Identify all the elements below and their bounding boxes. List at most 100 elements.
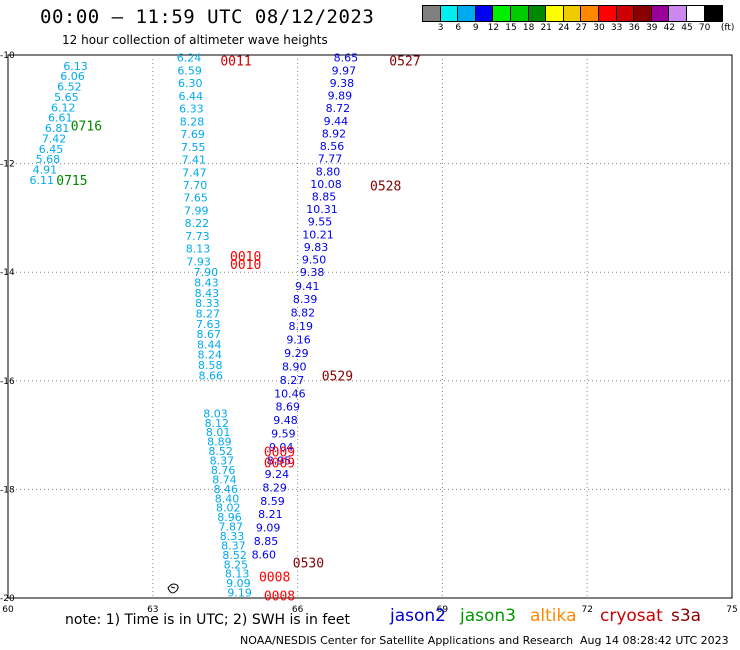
swh-value: 7.70 xyxy=(183,179,208,192)
swh-value: 9.50 xyxy=(302,254,327,267)
swh-value: 7.41 xyxy=(182,154,207,167)
swh-value: 8.27 xyxy=(196,307,221,320)
swh-value: 9.24 xyxy=(265,468,290,481)
swh-value: 9.09 xyxy=(226,577,251,590)
x-tick-label: 69 xyxy=(437,605,449,615)
swh-value: 6.81 xyxy=(45,122,70,135)
swh-value: 8.74 xyxy=(212,473,237,486)
swh-value: 8.12 xyxy=(205,417,230,430)
swh-value: 8.80 xyxy=(316,165,341,178)
time-label: 0010 xyxy=(230,250,261,265)
swh-value: 7.77 xyxy=(318,153,343,166)
satellite-name-cryosat: cryosat xyxy=(600,606,663,626)
colorbar-label: 39 xyxy=(646,23,658,33)
swh-value: 8.40 xyxy=(215,492,240,505)
swh-value: 8.96 xyxy=(217,511,242,524)
swh-value: 7.65 xyxy=(183,192,208,205)
swh-value: 8.52 xyxy=(222,549,247,562)
colorbar-label: 15 xyxy=(505,23,517,33)
swh-value: 9.44 xyxy=(324,115,349,128)
swh-value: 9.38 xyxy=(330,77,355,90)
island-shape xyxy=(167,583,179,594)
swh-value: 9.16 xyxy=(286,334,311,347)
swh-value: 8.60 xyxy=(252,549,277,562)
swh-value: 7.87 xyxy=(219,521,244,534)
y-tick-label: -14 xyxy=(0,268,15,278)
colorbar-unit: (ft) xyxy=(720,23,735,33)
colorbar-label: 3 xyxy=(437,23,444,33)
swh-value: 9.19 xyxy=(227,587,252,600)
y-tick-label: -10 xyxy=(0,51,15,61)
time-label: 0011 xyxy=(220,54,251,69)
time-label: 0008 xyxy=(264,589,295,604)
swh-value: 5.65 xyxy=(54,91,79,104)
colorbar-label: 33 xyxy=(610,23,623,33)
swh-value: 9.59 xyxy=(271,428,296,441)
swh-value: 8.92 xyxy=(322,127,347,140)
swh-value: 8.13 xyxy=(225,568,250,581)
swh-value: 9.04 xyxy=(269,441,294,454)
swh-value: 9.83 xyxy=(304,241,329,254)
footer-note: note: 1) Time is in UTC; 2) SWH is in fe… xyxy=(65,612,351,628)
colorbar-label: 70 xyxy=(698,23,711,33)
swh-value: 9.55 xyxy=(308,216,333,229)
swh-value: 8.85 xyxy=(254,535,279,548)
swh-value: 8.85 xyxy=(312,190,337,203)
time-label: 0529 xyxy=(322,369,353,384)
swh-value: 8.02 xyxy=(216,502,241,515)
time-label: 0009 xyxy=(264,456,295,471)
satellite-name-s3a: s3a xyxy=(671,606,702,626)
swh-value: 8.37 xyxy=(210,455,235,468)
swh-value: 9.97 xyxy=(332,64,357,77)
swh-value: 6.33 xyxy=(179,103,204,116)
swh-value: 10.08 xyxy=(310,178,342,191)
page-title: 00:00 – 11:59 UTC 08/12/2023 xyxy=(40,6,375,28)
swh-value: 9.48 xyxy=(273,414,298,427)
swh-value: 6.52 xyxy=(57,81,82,94)
swh-value: 8.19 xyxy=(288,320,313,333)
swh-value: 7.99 xyxy=(184,204,209,217)
y-tick-label: -18 xyxy=(0,485,15,495)
swh-value: 8.03 xyxy=(203,407,228,420)
swh-value: 6.24 xyxy=(177,52,202,65)
swh-value: 8.29 xyxy=(262,481,287,494)
colorbar-label: 45 xyxy=(681,23,693,33)
colorbar-label: 6 xyxy=(455,23,462,33)
swh-value: 6.30 xyxy=(178,77,203,90)
swh-value: 7.73 xyxy=(185,230,210,243)
footer-credit: NOAA/NESDIS Center for Satellite Applica… xyxy=(240,634,574,647)
colorbar-label: 21 xyxy=(540,23,552,33)
colorbar-label: 12 xyxy=(487,23,500,33)
swh-value: 8.52 xyxy=(208,445,233,458)
swh-value: 8.22 xyxy=(185,217,210,230)
swh-value: 8.72 xyxy=(326,102,351,115)
time-label: 0528 xyxy=(370,179,401,194)
x-tick-label: 66 xyxy=(292,605,304,615)
page-subtitle: 12 hour collection of altimeter wave hei… xyxy=(62,33,328,47)
colorbar-label: 42 xyxy=(663,23,676,33)
swh-value: 7.63 xyxy=(196,318,221,331)
swh-value: 9.38 xyxy=(300,266,325,279)
time-label: 0527 xyxy=(389,54,420,69)
colorbar-label: 18 xyxy=(522,23,535,33)
swh-value: 8.28 xyxy=(180,115,205,128)
swh-value: 8.46 xyxy=(213,483,238,496)
swh-value: 7.69 xyxy=(180,128,205,141)
swh-value: 8.43 xyxy=(195,287,220,300)
time-label: 0008 xyxy=(259,570,290,585)
swh-value: 7.55 xyxy=(181,141,206,154)
swh-value: 8.37 xyxy=(221,539,246,552)
swh-value: 8.33 xyxy=(220,530,245,543)
time-label: 0716 xyxy=(71,120,102,135)
swh-value: 8.65 xyxy=(334,52,359,65)
colorbar-swatch xyxy=(703,5,723,22)
swh-value: 8.33 xyxy=(195,297,220,310)
swh-value: 7.93 xyxy=(186,255,211,268)
swh-value: 8.27 xyxy=(280,374,305,387)
swh-value: 8.58 xyxy=(198,359,223,372)
x-tick-label: 75 xyxy=(726,605,737,615)
swh-value: 8.24 xyxy=(198,349,223,362)
swh-value: 6.44 xyxy=(179,90,204,103)
swh-value: 6.59 xyxy=(177,64,202,77)
